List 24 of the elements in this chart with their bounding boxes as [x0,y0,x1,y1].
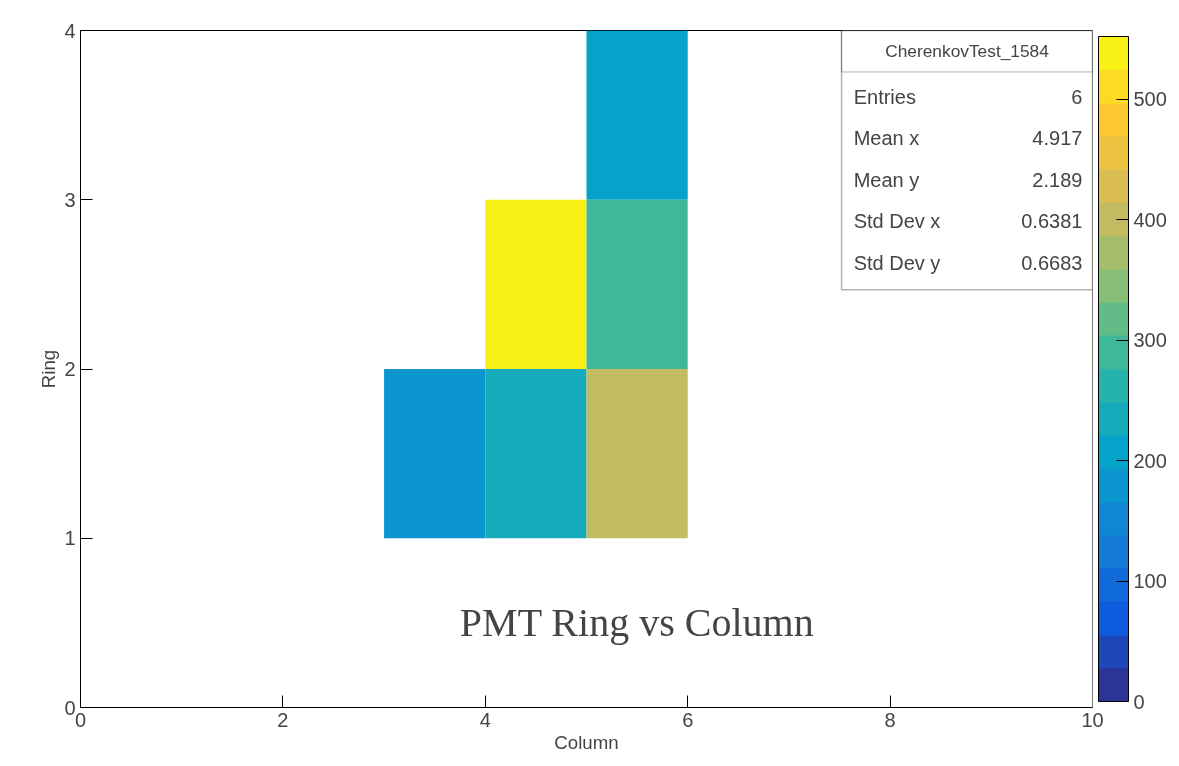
y-tick-label: 4 [64,19,76,42]
color-bar-label: 200 [1133,449,1167,472]
color-bar-label: 100 [1133,570,1167,593]
x-tick-label: 10 [1081,708,1104,731]
text: PMT Ring vs Column [459,600,814,646]
y-tick-label: 1 [64,527,76,550]
annotation: CherenkovTest_1584 [885,41,1050,62]
x-axis-title: Column [554,731,619,753]
x-tick-label: 4 [479,708,491,731]
text: Entries 6 [853,85,1083,108]
y-axis-title: Ring [38,349,60,389]
text: Std Dev y 0.6683 [853,251,1083,274]
color-bar-label: 0 [1133,690,1145,713]
text: Mean y 2.189 [853,168,1083,191]
y-tick-label: 2 [64,358,76,380]
x-tick-label: 2 [277,708,289,731]
y-tick-label: 3 [64,188,76,211]
color-bar-label: 300 [1133,329,1167,352]
text: Mean x 4.917 [853,127,1083,150]
x-tick-label: 6 [682,708,694,731]
x-tick-label: 8 [884,708,896,731]
text: Std Dev x 0.6381 [853,210,1083,233]
color-bar-label: 400 [1133,208,1167,231]
color-bar-label: 500 [1133,88,1167,111]
